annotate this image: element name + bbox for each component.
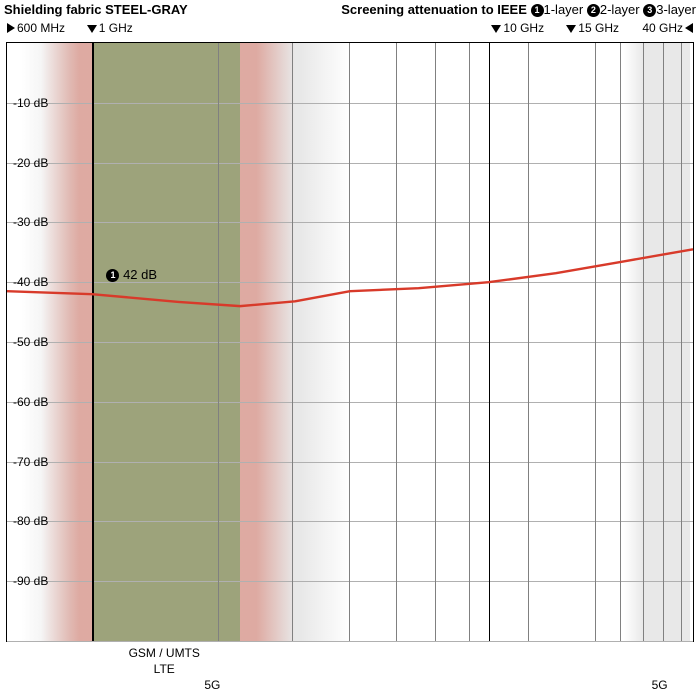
layer-1: 11-layer — [531, 2, 584, 17]
freq-marker: 40 GHz — [642, 21, 693, 35]
y-axis-label: -60 dB — [13, 395, 48, 409]
attenuation-curve — [7, 43, 693, 641]
y-axis-label: -20 dB — [13, 156, 48, 170]
band-label: 5G — [652, 678, 668, 692]
layer-2: 22-layer — [587, 2, 640, 17]
freq-marker: 10 GHz — [491, 21, 544, 35]
circ-3: 3 — [643, 4, 656, 17]
title-right: Screening attenuation to IEEE — [341, 2, 527, 17]
band-label-row: GSM / UMTS LTE 5G 5G — [6, 644, 694, 700]
freq-marker: 1 GHz — [87, 21, 133, 35]
title-left: Shielding fabric STEEL-GRAY — [4, 2, 188, 20]
circ-2: 2 — [587, 4, 600, 17]
gridline-h — [7, 641, 693, 642]
y-axis-label: -90 dB — [13, 574, 48, 588]
band-label: 5G — [204, 678, 220, 692]
y-axis-label: -10 dB — [13, 96, 48, 110]
chart-header: Shielding fabric STEEL-GRAY Screening at… — [0, 0, 700, 20]
circ-1: 1 — [531, 4, 544, 17]
y-axis-label: -50 dB — [13, 335, 48, 349]
band-label: LTE — [154, 662, 175, 676]
plot-area: -10 dB -20 dB -30 dB -40 dB -50 dB -60 dB -70 … — [6, 42, 694, 642]
layer-3: 33-layer — [643, 2, 696, 17]
freq-marker: 15 GHz — [566, 21, 619, 35]
y-axis-label: -80 dB — [13, 514, 48, 528]
freq-marker: 600 MHz — [7, 21, 65, 35]
curve-annotation: 1 42 dB — [106, 267, 157, 282]
freq-marker-row: 600 MHz 1 GHz 10 GHz 15 GHz 40 GHz — [0, 20, 700, 42]
y-axis-label: -70 dB — [13, 455, 48, 469]
title-right-group: Screening attenuation to IEEE 11-layer 2… — [341, 2, 696, 20]
y-axis-label: -30 dB — [13, 215, 48, 229]
band-label: GSM / UMTS — [129, 646, 200, 660]
y-axis-label: -40 dB — [13, 275, 48, 289]
